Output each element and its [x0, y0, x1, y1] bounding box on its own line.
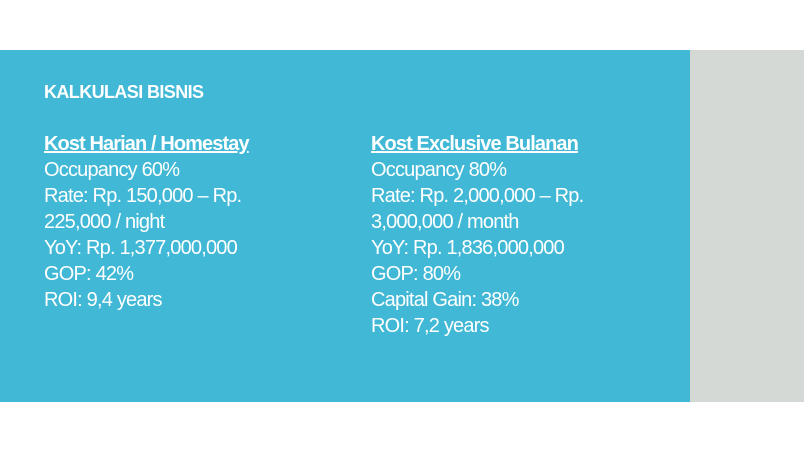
- column-kost-harian: Kost Harian / Homestay Occupancy 60% Rat…: [44, 131, 250, 313]
- slide-title: KALKULASI BISNIS: [44, 82, 204, 102]
- yoy-line: YoY: Rp. 1,836,000,000: [371, 237, 565, 259]
- rate-line: Rate: Rp. 150,000 – Rp.: [44, 185, 242, 207]
- rate-line: Rate: Rp. 2,000,000 – Rp.: [371, 185, 584, 207]
- rate-line-cont: 225,000 / night: [44, 211, 165, 233]
- column-heading: Kost Harian / Homestay: [44, 133, 250, 155]
- gop-line: GOP: 42%: [44, 263, 134, 285]
- capital-gain-line: Capital Gain: 38%: [371, 289, 519, 311]
- slide-side-panel: [690, 50, 804, 402]
- roi-line: ROI: 9,4 years: [44, 289, 163, 311]
- slide-content-band: [0, 50, 690, 402]
- gop-line: GOP: 80%: [371, 263, 461, 285]
- occupancy-line: Occupancy 60%: [44, 159, 180, 181]
- yoy-line: YoY: Rp. 1,377,000,000: [44, 237, 238, 259]
- roi-line: ROI: 7,2 years: [371, 315, 490, 337]
- rate-line-cont: 3,000,000 / month: [371, 211, 519, 233]
- column-heading: Kost Exclusive Bulanan: [371, 133, 579, 155]
- occupancy-line: Occupancy 80%: [371, 159, 507, 181]
- column-kost-exclusive: Kost Exclusive Bulanan Occupancy 80% Rat…: [371, 131, 584, 339]
